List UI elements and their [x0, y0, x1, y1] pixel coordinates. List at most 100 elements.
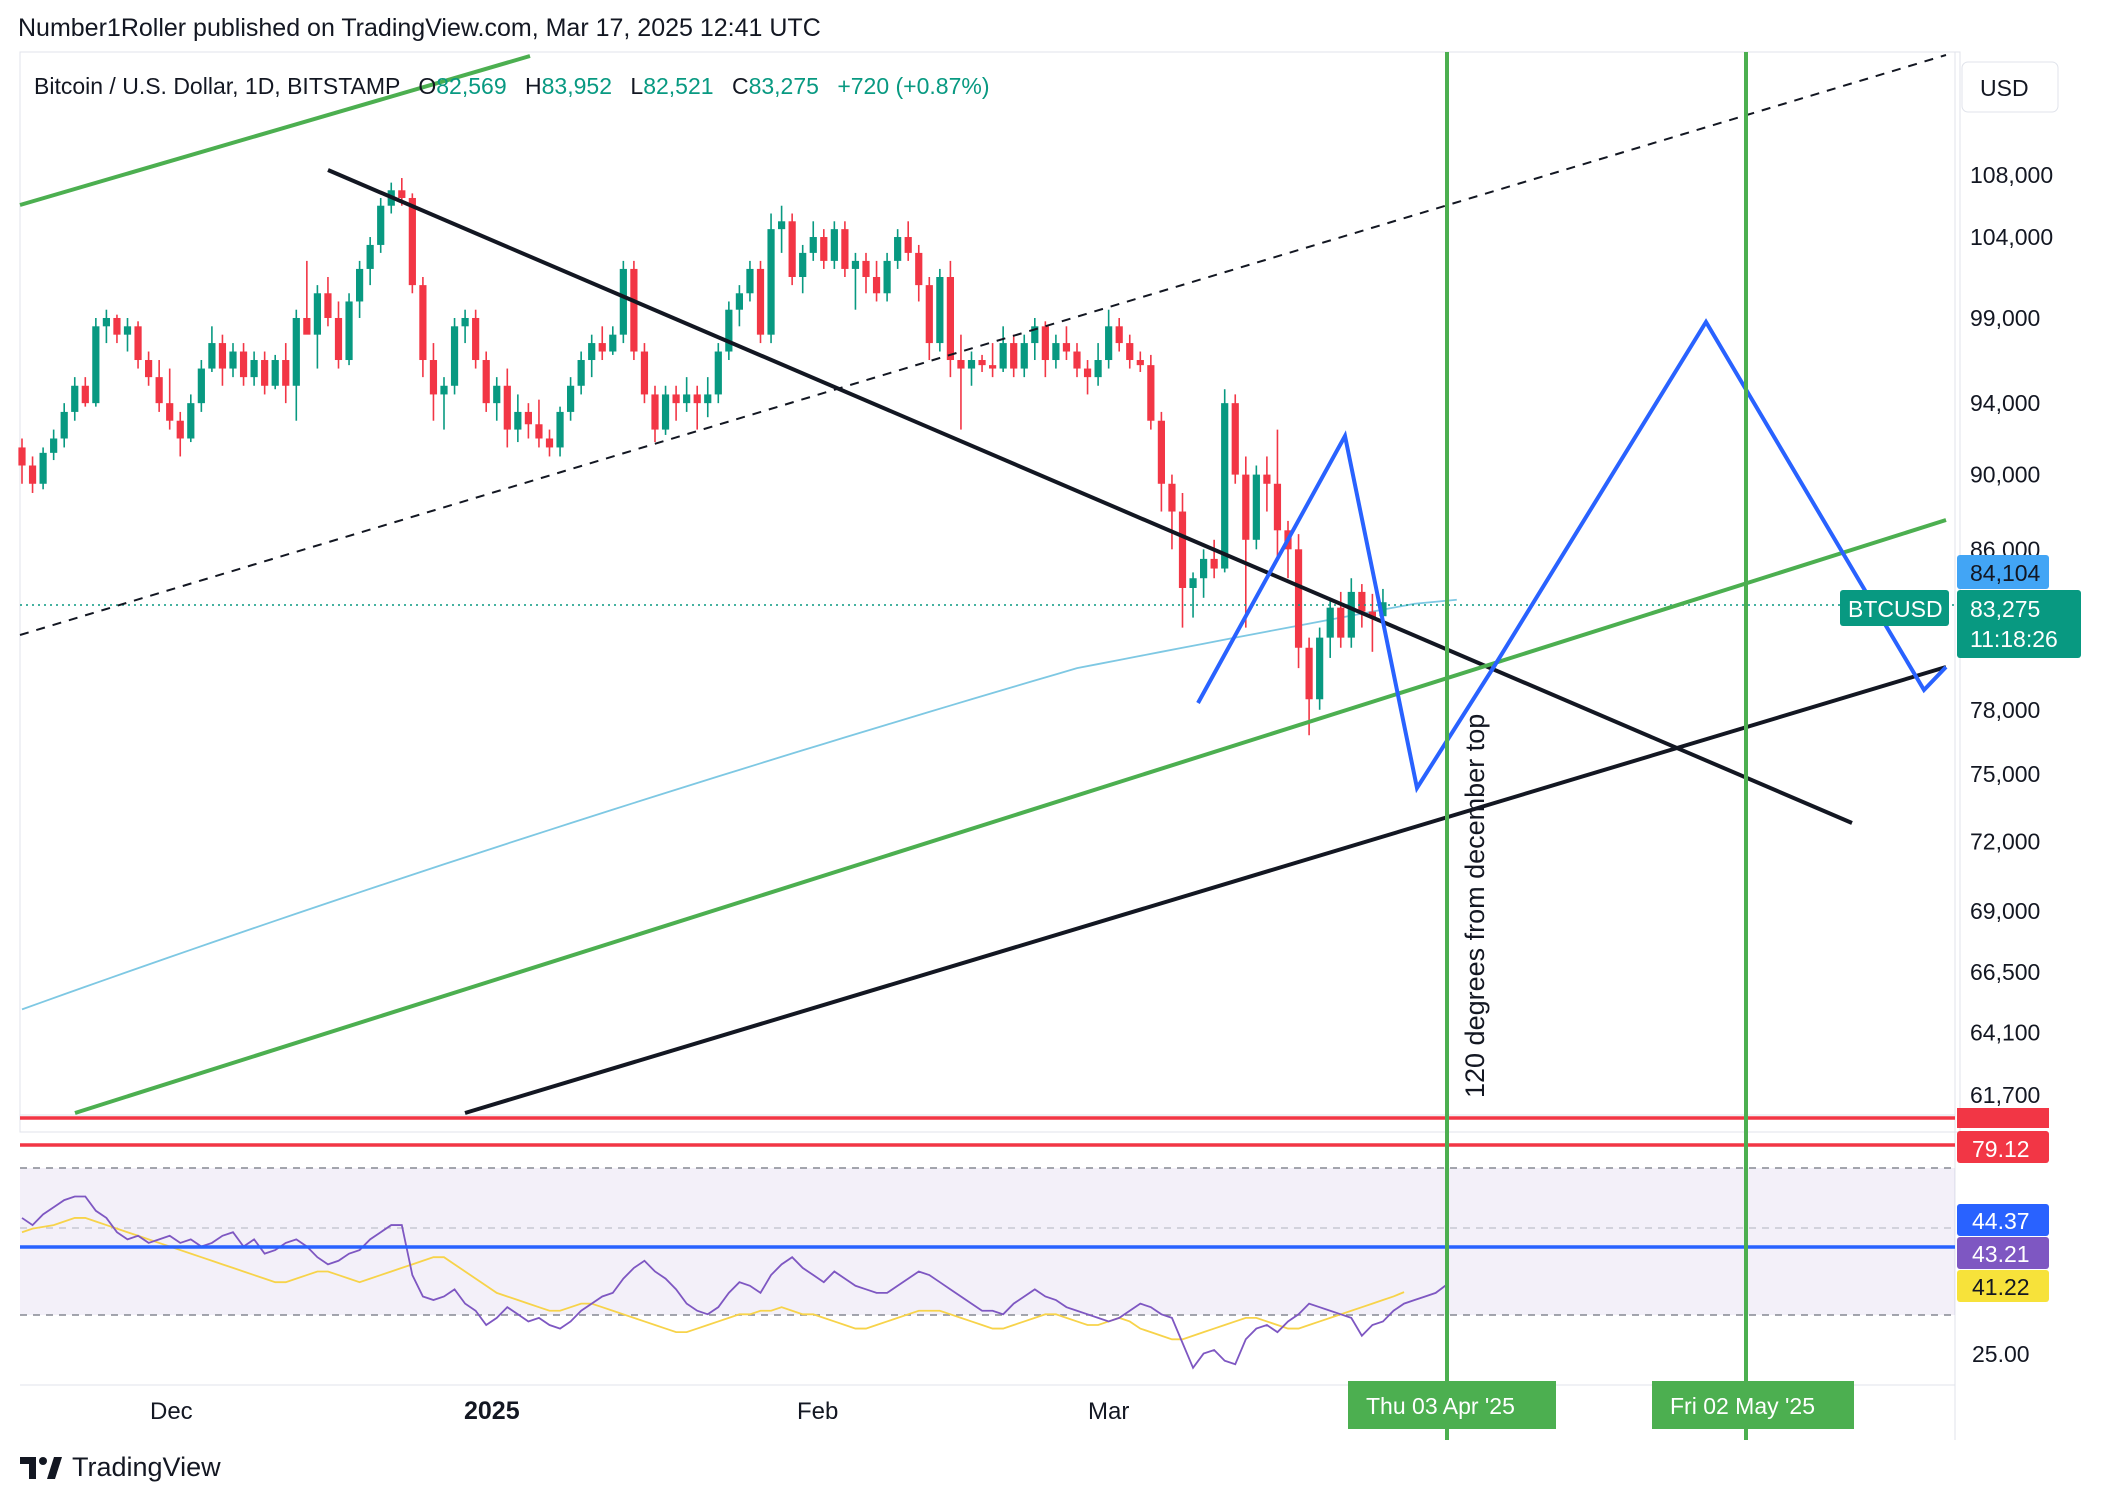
- currency-button-frame[interactable]: [1961, 61, 2059, 113]
- candle: [989, 343, 997, 378]
- dashed-channel-line[interactable]: [19, 54, 1947, 636]
- footer-brand[interactable]: TradingView: [20, 1452, 221, 1483]
- rsi-badge-43: [1957, 1237, 2049, 1269]
- green-channel-upper-line[interactable]: [19, 54, 531, 207]
- y-tick-2: 99,000: [1970, 305, 2040, 331]
- candle: [356, 260, 364, 318]
- candle: [830, 221, 838, 269]
- candle: [545, 429, 554, 457]
- candle: [1221, 389, 1229, 573]
- y-tick-8: 72,000: [1970, 828, 2040, 854]
- candle: [324, 277, 332, 327]
- candle: [50, 429, 58, 461]
- annotation-120-degrees[interactable]: 120 degrees from december top: [1460, 714, 1490, 1098]
- high-label: H: [525, 73, 542, 99]
- close-label: C: [732, 73, 749, 99]
- candle: [915, 244, 923, 302]
- candle: [39, 447, 47, 490]
- y-tick-11: 64,100: [1970, 1019, 2040, 1045]
- candle: [113, 314, 121, 344]
- candle: [1062, 326, 1071, 361]
- candle: [725, 301, 733, 361]
- rsi-level-79: 79.12: [1972, 1136, 2030, 1162]
- candle: [1178, 492, 1187, 628]
- y-tick-1: 104,000: [1970, 224, 2053, 250]
- candle: [503, 368, 511, 448]
- candle: [1294, 534, 1303, 669]
- candle-layer: [18, 178, 1387, 736]
- candle: [683, 377, 691, 412]
- candle: [640, 343, 649, 404]
- candle: [672, 385, 680, 421]
- candle: [145, 351, 153, 386]
- candle: [1115, 317, 1123, 352]
- candle: [229, 343, 237, 378]
- y-tick-10: 66,500: [1970, 959, 2040, 985]
- candle: [313, 285, 321, 369]
- candle: [862, 252, 870, 294]
- candle: [767, 213, 775, 344]
- candle: [1083, 360, 1092, 395]
- candle: [92, 317, 100, 407]
- rsi-level-43: 43.21: [1972, 1241, 2030, 1267]
- rsi-level-41: 41.22: [1972, 1274, 2030, 1300]
- candle: [239, 343, 248, 386]
- candle: [788, 213, 796, 286]
- rsi-badge-41: [1957, 1270, 2049, 1302]
- candle: [756, 260, 765, 344]
- candle: [556, 406, 564, 457]
- candle: [250, 351, 258, 386]
- y-tick-4: 90,000: [1970, 462, 2040, 488]
- candle: [957, 334, 965, 430]
- black-ascending-trendline[interactable]: [464, 665, 1947, 1115]
- symbol-badge: [1840, 590, 1949, 626]
- candle: [841, 221, 849, 278]
- rsi-badge-44: [1957, 1204, 2049, 1236]
- x-tick-mar: Mar: [1088, 1398, 1129, 1425]
- currency-button[interactable]: USD: [1980, 75, 2029, 101]
- candle: [904, 221, 912, 261]
- low-value: 82,521: [643, 73, 713, 99]
- candle: [514, 394, 522, 443]
- black-descending-trendline[interactable]: [327, 168, 1853, 825]
- bar-countdown: 11:18:26: [1970, 626, 2058, 652]
- candle: [166, 368, 174, 430]
- candle: [408, 193, 416, 294]
- candle: [1052, 334, 1060, 369]
- candle: [366, 237, 374, 286]
- candle: [936, 268, 944, 352]
- footer-brand-text: TradingView: [72, 1452, 221, 1482]
- candle: [208, 326, 216, 372]
- candle: [799, 244, 807, 294]
- candle: [1337, 591, 1345, 648]
- candle: [967, 351, 976, 386]
- rsi-badge-hidden-top: [1957, 1108, 2049, 1128]
- x-tick-feb: Feb: [797, 1398, 838, 1425]
- green-channel-lower-line[interactable]: [74, 518, 1947, 1115]
- candle: [123, 317, 132, 352]
- candle: [693, 385, 701, 430]
- ma-200-line: [21, 598, 1457, 1011]
- candle: [1273, 429, 1282, 559]
- candle: [197, 360, 205, 412]
- candle: [1316, 627, 1324, 710]
- ohlc-legend: Bitcoin / U.S. Dollar, 1D, BITSTAMP O82,…: [34, 73, 989, 99]
- candle: [1210, 539, 1218, 579]
- symbol-badge-text: BTCUSD: [1848, 596, 1943, 622]
- projected-price-path[interactable]: [1196, 318, 1948, 794]
- candle: [588, 334, 596, 378]
- candle: [1147, 354, 1155, 430]
- rsi-band: [20, 1168, 1955, 1315]
- tradingview-logo-icon: [20, 1456, 62, 1479]
- candle: [1136, 351, 1144, 372]
- last-price-badge: [1957, 590, 2081, 658]
- date-badge-apr: [1348, 1381, 1556, 1429]
- candle: [134, 321, 142, 369]
- date-badge-apr-text: Thu 03 Apr '25: [1366, 1393, 1515, 1419]
- candle: [872, 260, 881, 302]
- ma-layer: [21, 598, 1457, 1011]
- candle: [71, 377, 79, 421]
- candle: [461, 309, 469, 344]
